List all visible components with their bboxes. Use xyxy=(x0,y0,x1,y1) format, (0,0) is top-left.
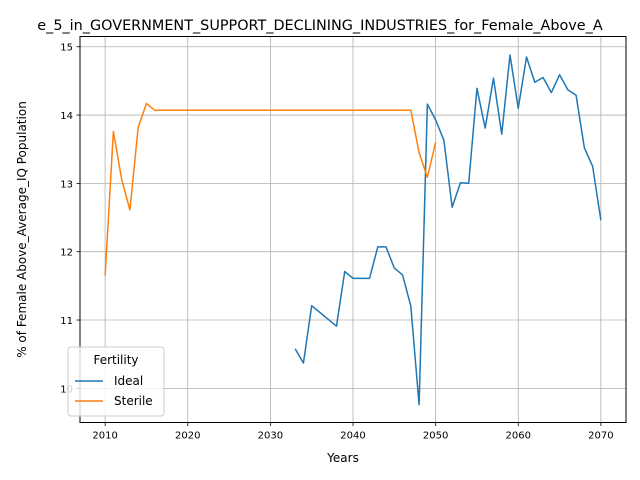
x-axis-label: Years xyxy=(326,451,359,465)
legend-label-ideal: Ideal xyxy=(114,374,143,388)
y-tick-label: 10 xyxy=(60,384,73,395)
chart-title: e_5_in_GOVERNMENT_SUPPORT_DECLINING_INDU… xyxy=(37,18,603,34)
legend-label-sterile: Sterile xyxy=(114,394,153,408)
x-tick-label: 2010 xyxy=(92,431,117,442)
legend-title: Fertility xyxy=(93,353,138,367)
y-tick-label: 13 xyxy=(60,179,73,190)
y-tick-label: 11 xyxy=(60,316,73,327)
series-line-sterile xyxy=(104,102,437,276)
y-tick-label: 15 xyxy=(60,43,73,54)
legend-box xyxy=(67,346,165,417)
series-lines xyxy=(104,54,602,406)
y-tick-label: 14 xyxy=(60,111,73,122)
x-tick-label: 2050 xyxy=(423,431,448,442)
x-tick-label: 2040 xyxy=(340,431,365,442)
y-tick-label: 12 xyxy=(60,248,73,259)
axis-ticks: 2010 2020 2030 2040 2050 2060 2070 10 11 12 13 14 15 xyxy=(60,43,613,442)
x-tick-label: 2030 xyxy=(258,431,283,442)
series-line-ideal xyxy=(294,54,602,406)
y-axis-label: % of Female Above_Average_IQ Population xyxy=(15,101,29,358)
grid-lines xyxy=(80,36,626,423)
x-tick-label: 2020 xyxy=(175,431,200,442)
x-tick-label: 2070 xyxy=(588,431,613,442)
x-tick-label: 2060 xyxy=(506,431,531,442)
legend: Fertility Ideal Sterile xyxy=(67,346,165,417)
